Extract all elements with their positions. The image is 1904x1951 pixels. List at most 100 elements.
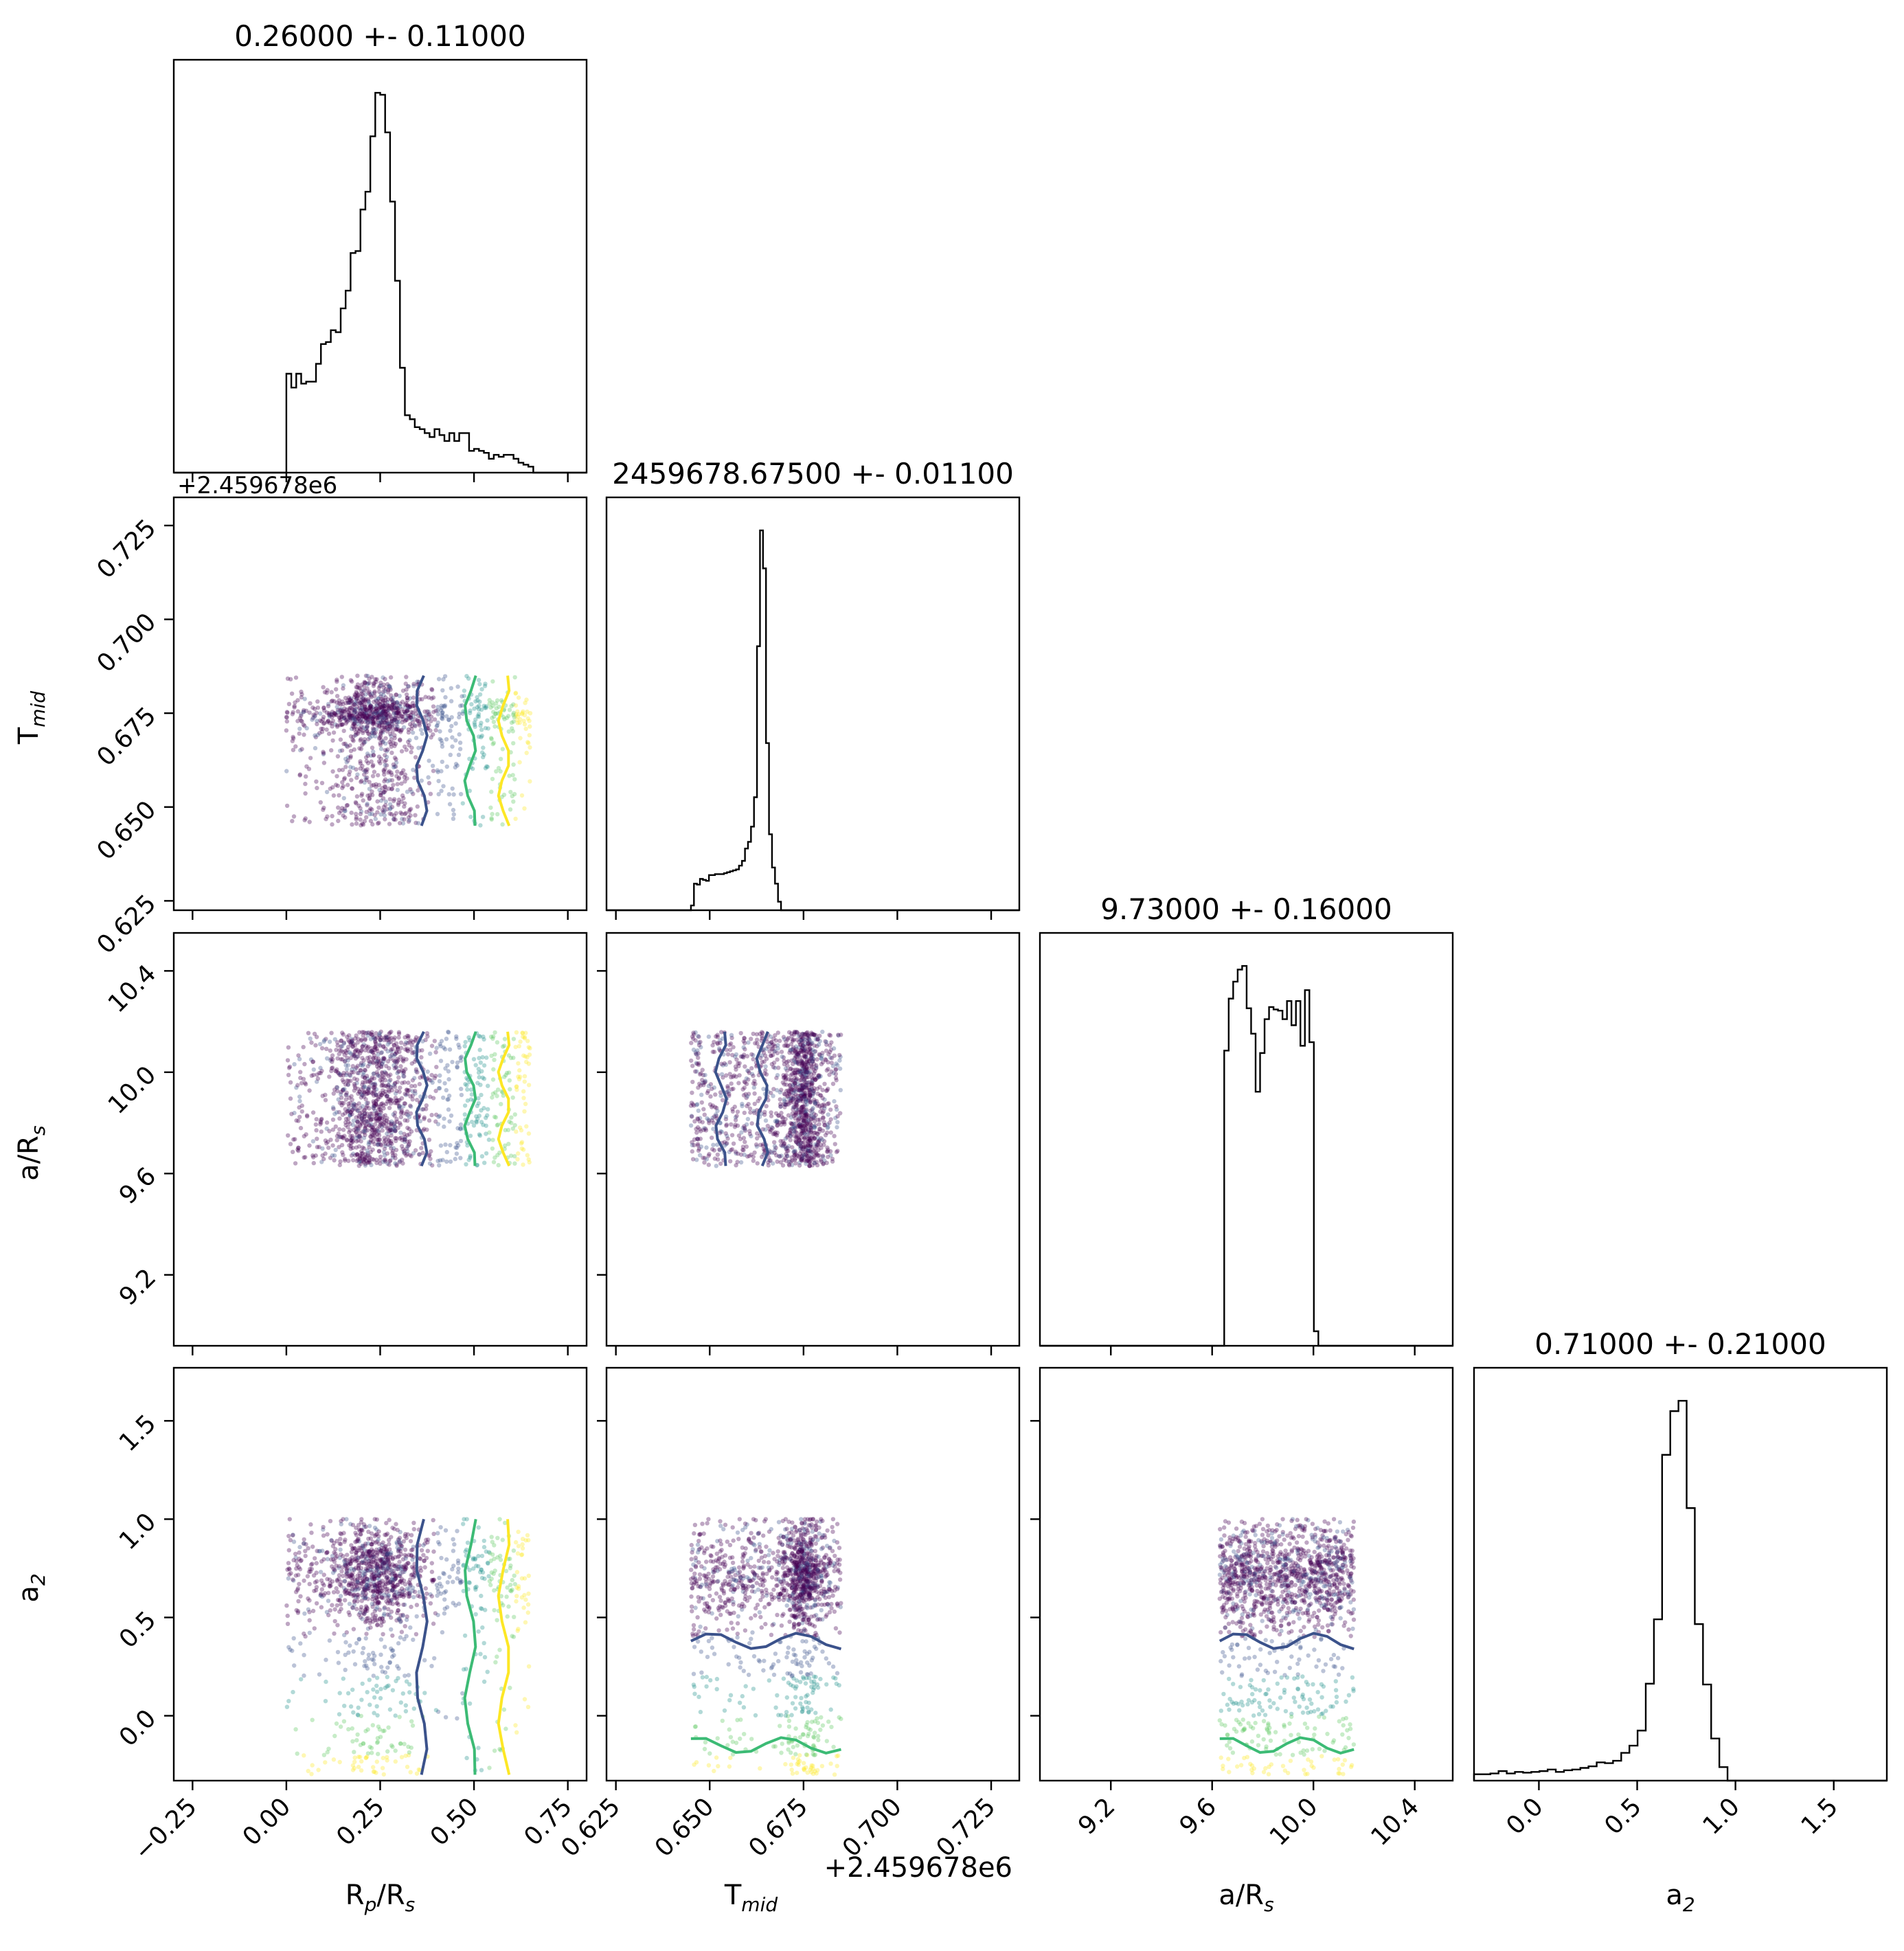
sample-point: [413, 711, 418, 717]
sample-point: [375, 1142, 381, 1147]
sample-point: [507, 1119, 512, 1125]
sample-point: [786, 1030, 792, 1035]
sample-point: [392, 736, 397, 741]
sample-point: [370, 731, 375, 736]
sample-point: [329, 748, 334, 753]
sample-point: [478, 1060, 483, 1065]
sample-point: [367, 1524, 372, 1529]
sample-point: [483, 681, 488, 686]
sample-point: [431, 704, 436, 709]
sample-point: [288, 1096, 293, 1101]
sample-point: [351, 738, 356, 743]
sample-point: [375, 821, 381, 826]
sample-point: [370, 1133, 375, 1138]
sample-point: [341, 1073, 345, 1078]
sample-point: [690, 1114, 694, 1119]
sample-point: [299, 713, 304, 719]
sample-point: [723, 1131, 728, 1136]
sample-point: [724, 1122, 729, 1127]
sample-point: [354, 811, 359, 817]
sample-point: [396, 710, 400, 715]
sample-point: [822, 1123, 827, 1128]
sample-point: [462, 1633, 468, 1638]
sample-point: [696, 1085, 701, 1090]
sample-point: [381, 1055, 386, 1061]
sample-point: [391, 782, 396, 787]
sample-point: [416, 821, 421, 826]
sample-point: [524, 750, 529, 756]
sample-point: [773, 1130, 778, 1135]
sample-point: [786, 1076, 791, 1082]
sample-point: [367, 708, 373, 713]
sample-point: [358, 1755, 363, 1759]
sample-point: [392, 813, 397, 818]
sample-point: [356, 1091, 361, 1096]
sample-point: [729, 1147, 734, 1153]
sample-point: [383, 817, 387, 822]
sample-point: [389, 1035, 394, 1041]
sample-point: [400, 817, 405, 822]
sample-point: [330, 813, 335, 819]
sample-point: [401, 1069, 406, 1074]
sample-point: [438, 1044, 443, 1049]
sample-point: [802, 1096, 807, 1101]
sample-point: [451, 792, 456, 797]
sample-point: [296, 1053, 301, 1058]
sample-point: [387, 1162, 392, 1167]
sample-point: [752, 1101, 758, 1107]
sample-point: [375, 1035, 380, 1040]
sample-point: [458, 1155, 463, 1160]
sample-point: [390, 702, 395, 708]
sample-point: [490, 1138, 495, 1142]
sample-point: [341, 714, 346, 719]
sample-point: [457, 747, 463, 752]
sample-point: [351, 1649, 356, 1654]
sample-point: [293, 675, 299, 680]
sample-point: [495, 1535, 500, 1540]
sample-point: [371, 1050, 376, 1055]
sample-point: [729, 1081, 734, 1086]
sample-point: [378, 730, 384, 735]
sample-point: [442, 1081, 447, 1086]
sample-point: [698, 1039, 703, 1045]
sample-point: [386, 1096, 391, 1102]
sample-point: [379, 1665, 384, 1669]
sample-point: [348, 714, 353, 720]
sample-point: [524, 1124, 529, 1129]
sample-point: [331, 730, 337, 735]
sample-point: [771, 1060, 777, 1065]
sample-point: [406, 727, 411, 732]
sample-point: [310, 1110, 316, 1115]
sample-point: [382, 813, 387, 818]
sample-point: [435, 768, 440, 773]
sample-point: [314, 1601, 319, 1606]
sample-point: [410, 1050, 415, 1056]
sample-point: [340, 1077, 345, 1083]
sample-point: [360, 1145, 365, 1150]
sample-point: [792, 1153, 797, 1158]
sample-point: [481, 1105, 486, 1111]
sample-point: [361, 739, 366, 745]
sample-point: [303, 781, 308, 787]
sample-point: [387, 797, 392, 802]
sample-point: [379, 1050, 385, 1055]
sample-point: [337, 767, 342, 773]
sample-point: [366, 1044, 371, 1050]
sample-point: [374, 702, 379, 707]
sample-point: [522, 1079, 527, 1084]
sample-point: [378, 694, 383, 699]
sample-point: [771, 1052, 775, 1057]
sample-point: [367, 808, 372, 813]
sample-point: [342, 1704, 347, 1708]
sample-point: [526, 1573, 531, 1578]
sample-point: [293, 700, 297, 705]
sample-point: [476, 1525, 481, 1530]
sample-point: [319, 1046, 325, 1051]
sample-point: [390, 1688, 396, 1693]
sample-point: [490, 1077, 496, 1082]
sample-point: [378, 1695, 383, 1701]
sample-point: [429, 1112, 434, 1118]
sample-point: [389, 705, 394, 710]
sample-point: [348, 706, 353, 710]
sample-point: [335, 704, 339, 710]
